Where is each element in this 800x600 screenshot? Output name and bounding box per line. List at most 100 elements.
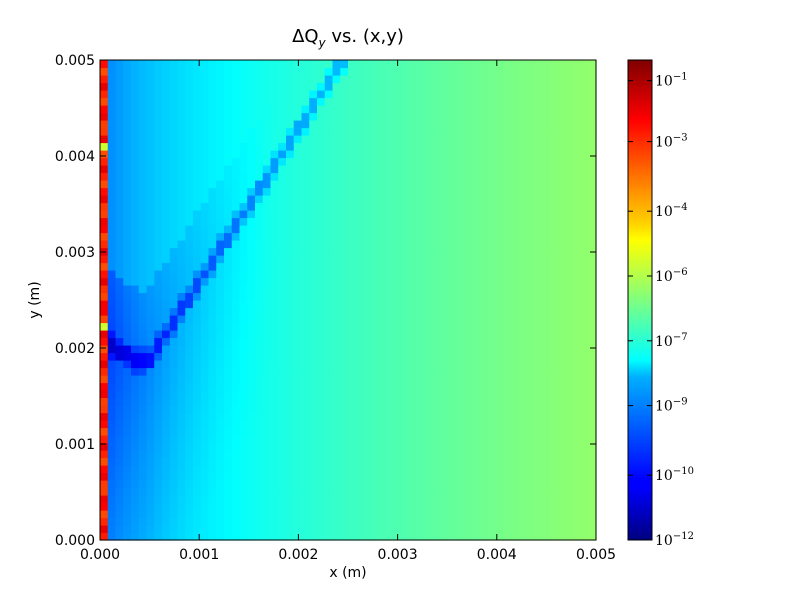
heatmap-cell: [371, 202, 380, 211]
heatmap-cell: [317, 390, 326, 399]
heatmap-cell: [107, 405, 117, 414]
heatmap-cell: [355, 247, 365, 256]
heatmap-cell: [588, 187, 597, 196]
heatmap-cell: [138, 277, 148, 286]
heatmap-cell: [394, 105, 403, 114]
heatmap-cell: [185, 315, 194, 324]
heatmap-cell: [317, 517, 326, 526]
heatmap-cell: [518, 442, 527, 451]
heatmap-cell: [200, 502, 210, 511]
heatmap-cell: [123, 405, 132, 414]
heatmap-cell: [177, 135, 186, 144]
heatmap-cell: [208, 232, 217, 241]
heatmap-cell: [503, 480, 512, 489]
heatmap-cell: [588, 375, 597, 384]
heatmap-cell: [410, 142, 419, 151]
heatmap-cell: [115, 67, 124, 76]
heatmap-cell: [363, 285, 372, 294]
heatmap-cell: [518, 82, 527, 91]
heatmap-cell: [479, 345, 489, 354]
heatmap-cell: [262, 442, 272, 451]
heatmap-cell: [208, 105, 217, 114]
heatmap-cell: [324, 202, 334, 211]
heatmap-cell: [208, 517, 217, 526]
heatmap-cell: [239, 247, 248, 256]
heatmap-cell: [208, 75, 217, 84]
heatmap-cell: [231, 240, 241, 249]
heatmap-cell: [154, 427, 163, 436]
heatmap-cell: [317, 202, 326, 211]
heatmap-cell: [534, 292, 543, 301]
heatmap-cell: [386, 330, 396, 339]
heatmap-cell: [410, 480, 419, 489]
heatmap-cell: [270, 382, 279, 391]
heatmap-cell: [487, 375, 496, 384]
heatmap-cell: [425, 285, 434, 294]
heatmap-cell: [479, 412, 489, 421]
heatmap-cell: [386, 345, 396, 354]
heatmap-cell: [309, 307, 318, 316]
heatmap-cell: [572, 232, 582, 241]
heatmap-cell: [433, 180, 442, 189]
heatmap-cell: [100, 285, 109, 294]
heatmap-cell: [534, 232, 543, 241]
heatmap-cell: [557, 337, 566, 346]
heatmap-cell: [410, 345, 419, 354]
heatmap-cell: [131, 195, 140, 204]
heatmap-cell: [386, 135, 396, 144]
heatmap-cell: [332, 412, 341, 421]
heatmap-cell: [541, 510, 551, 519]
heatmap-cell: [363, 367, 372, 376]
heatmap-cell: [510, 270, 520, 279]
heatmap-cell: [100, 480, 109, 489]
heatmap-cell: [355, 420, 365, 429]
heatmap-cell: [162, 105, 171, 114]
heatmap-cell: [169, 487, 179, 496]
heatmap-cell: [417, 330, 427, 339]
heatmap-cell: [441, 382, 450, 391]
heatmap-cell: [131, 472, 140, 481]
heatmap-cell: [123, 217, 132, 226]
heatmap-cell: [386, 517, 396, 526]
heatmap-cell: [169, 405, 179, 414]
heatmap-cell: [193, 502, 202, 511]
heatmap-cell: [224, 217, 233, 226]
heatmap-cell: [255, 112, 264, 121]
heatmap-cell: [278, 450, 287, 459]
heatmap-cell: [464, 457, 473, 466]
heatmap-cell: [503, 442, 512, 451]
heatmap-cell: [371, 277, 380, 286]
heatmap-cell: [169, 67, 179, 76]
heatmap-cell: [541, 217, 551, 226]
heatmap-cell: [200, 270, 210, 279]
heatmap-cell: [503, 450, 512, 459]
heatmap-cell: [433, 457, 442, 466]
heatmap-cell: [557, 60, 566, 69]
heatmap-cell: [123, 75, 132, 84]
heatmap-cell: [169, 105, 179, 114]
heatmap-cell: [456, 435, 465, 444]
heatmap-cell: [286, 127, 295, 136]
heatmap-cell: [487, 315, 496, 324]
heatmap-cell: [278, 517, 287, 526]
heatmap-cell: [549, 255, 558, 264]
heatmap-cell: [224, 247, 233, 256]
heatmap-cell: [200, 495, 210, 504]
heatmap-cell: [324, 180, 334, 189]
heatmap-cell: [239, 367, 248, 376]
heatmap-cell: [185, 375, 194, 384]
heatmap-cell: [216, 495, 225, 504]
heatmap-cell: [433, 442, 442, 451]
heatmap-cell: [518, 112, 527, 121]
heatmap-cell: [131, 142, 140, 151]
heatmap-cell: [371, 270, 380, 279]
heatmap-cell: [138, 135, 148, 144]
heatmap-cell: [239, 202, 248, 211]
heatmap-cell: [425, 277, 434, 286]
heatmap-cell: [270, 277, 279, 286]
heatmap-cell: [549, 502, 558, 511]
heatmap-cell: [185, 60, 194, 69]
heatmap-cell: [425, 120, 434, 129]
heatmap-cell: [503, 97, 512, 106]
heatmap-cell: [239, 225, 248, 234]
